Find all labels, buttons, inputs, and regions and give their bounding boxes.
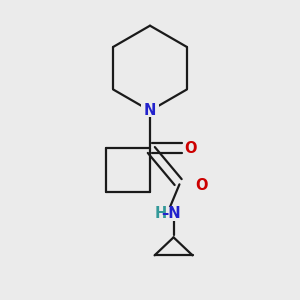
Text: –N: –N [161,206,181,221]
Bar [141,104,159,117]
Text: O: O [184,141,197,156]
Text: H: H [154,206,167,221]
Text: O: O [195,178,208,194]
Bar [152,207,180,221]
Bar [195,180,208,192]
Bar [184,142,197,154]
Text: N: N [144,103,156,118]
